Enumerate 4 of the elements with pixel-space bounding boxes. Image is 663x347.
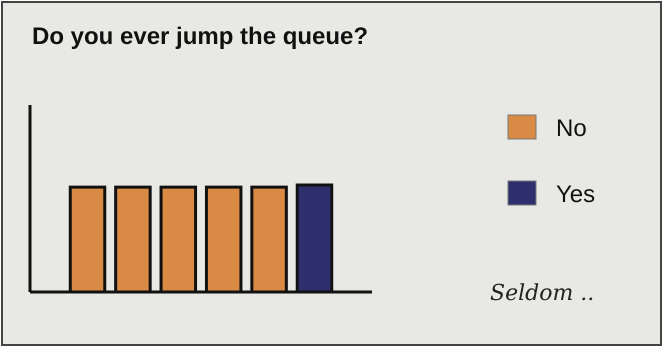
text: No [556, 115, 587, 142]
text: Seldom .. [490, 281, 594, 306]
legend-label: Yes [556, 181, 596, 208]
chart-title: Do you ever jump the queue? [32, 23, 368, 50]
